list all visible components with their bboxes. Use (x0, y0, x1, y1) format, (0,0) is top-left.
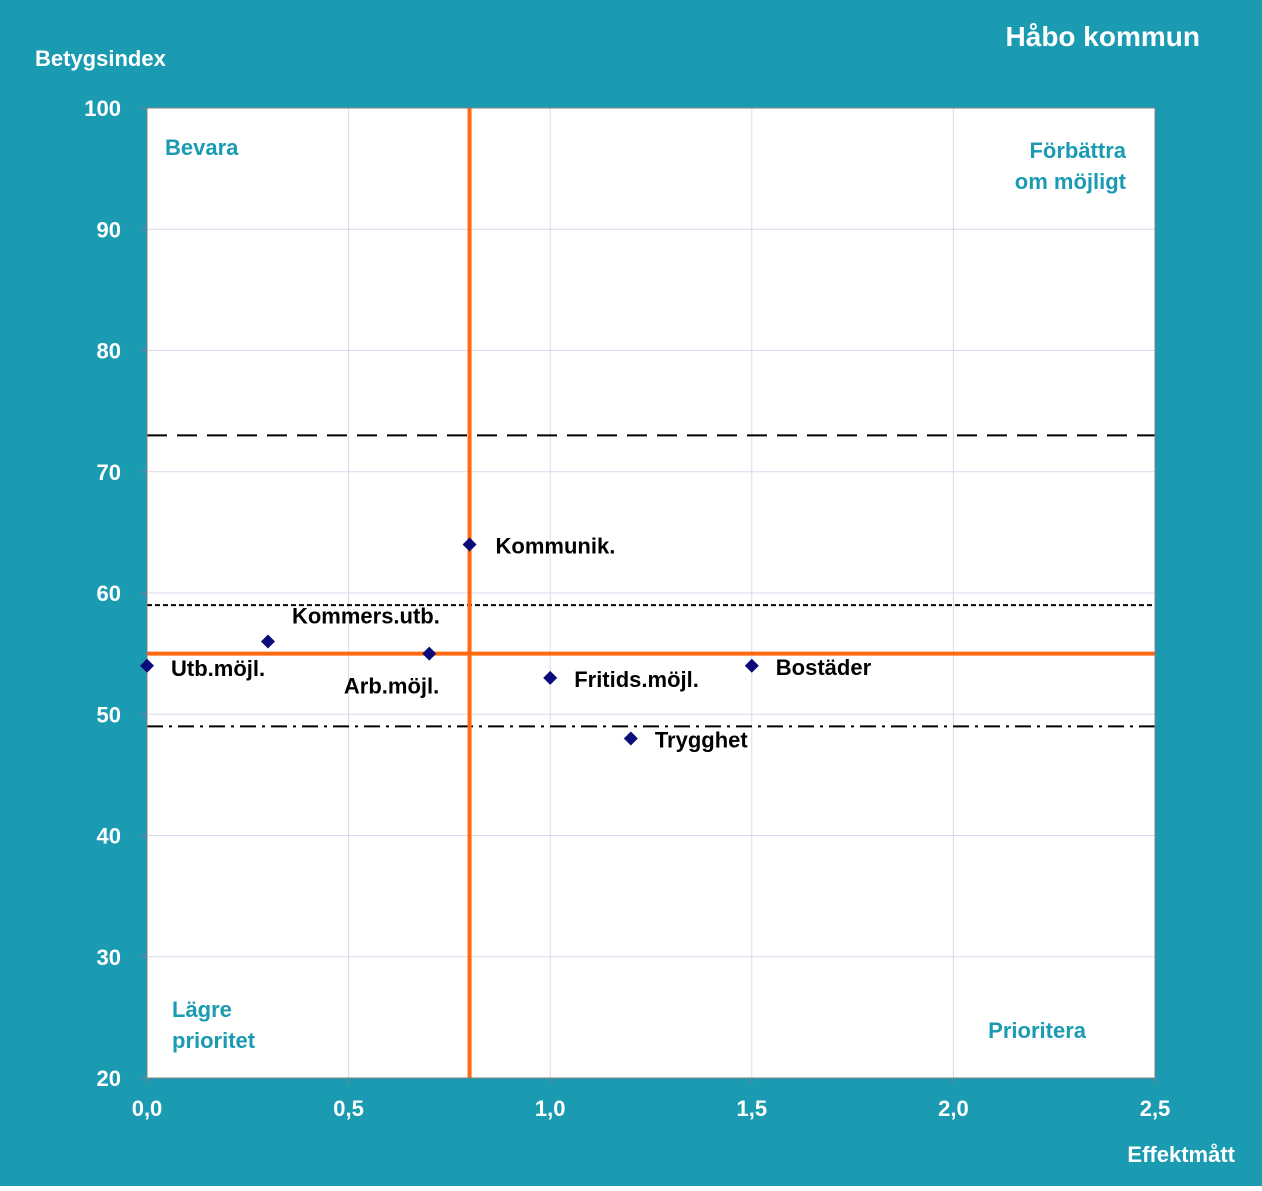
data-point-marker (462, 537, 477, 552)
reference-lines (147, 108, 1155, 1078)
y-axis-title: Betygsindex (35, 46, 167, 71)
data-point-marker (543, 670, 558, 685)
data-point-marker (744, 658, 759, 673)
y-tick-label: 70 (97, 460, 121, 485)
data-point-marker (140, 658, 154, 673)
y-tick-label: 80 (97, 339, 121, 364)
data-point-marker (422, 646, 437, 661)
y-tick-label: 30 (97, 945, 121, 970)
y-tick-label: 90 (97, 217, 121, 242)
grid-lines (146, 107, 1156, 1079)
x-tick-label: 2,5 (1140, 1096, 1171, 1121)
data-point-label: Fritids.möjl. (574, 667, 699, 692)
data-point-marker (260, 634, 275, 649)
quadrant-label-prioritera: Prioritera (988, 1018, 1087, 1043)
x-tick-label: 2,0 (938, 1096, 969, 1121)
axis-ticks: 20 30 40 50 60 70 80 90 100 0,0 0,5 1,0 1,5 2,0 2,5 (84, 96, 1170, 1121)
data-point-marker (623, 731, 638, 746)
quadrant-label-forbattra: Förbättra (1029, 138, 1126, 163)
x-tick-label: 1,0 (535, 1096, 566, 1121)
x-tick-label: 0,5 (333, 1096, 364, 1121)
data-point-label: Bostäder (776, 655, 872, 680)
data-point-label: Arb.möjl. (344, 674, 439, 699)
data-point-label: Kommunik. (496, 534, 616, 559)
data-point-label: Kommers.utb. (292, 604, 440, 629)
quadrant-label-prioritet: prioritet (172, 1028, 256, 1053)
y-tick-label: 100 (84, 96, 121, 121)
y-tick-label: 60 (97, 581, 121, 606)
data-point-label: Utb.möjl. (171, 656, 265, 681)
quadrant-label-om-mojligt: om möjligt (1015, 169, 1127, 194)
quadrant-label-bevara: Bevara (165, 135, 239, 160)
y-tick-label: 40 (97, 824, 121, 849)
x-tick-label: 0,0 (132, 1096, 163, 1121)
chart-title: Håbo kommun (1006, 21, 1200, 52)
quadrant-label-lagre: Lägre (172, 997, 232, 1022)
y-tick-label: 20 (97, 1066, 121, 1091)
data-points: Utb.möjl. Kommers.utb. Arb.möjl. Kommunik. F… (140, 534, 872, 753)
x-axis-title: Effektmått (1127, 1142, 1235, 1167)
y-tick-label: 50 (97, 702, 121, 727)
data-point-label: Trygghet (655, 728, 749, 753)
x-tick-label: 1,5 (737, 1096, 768, 1121)
